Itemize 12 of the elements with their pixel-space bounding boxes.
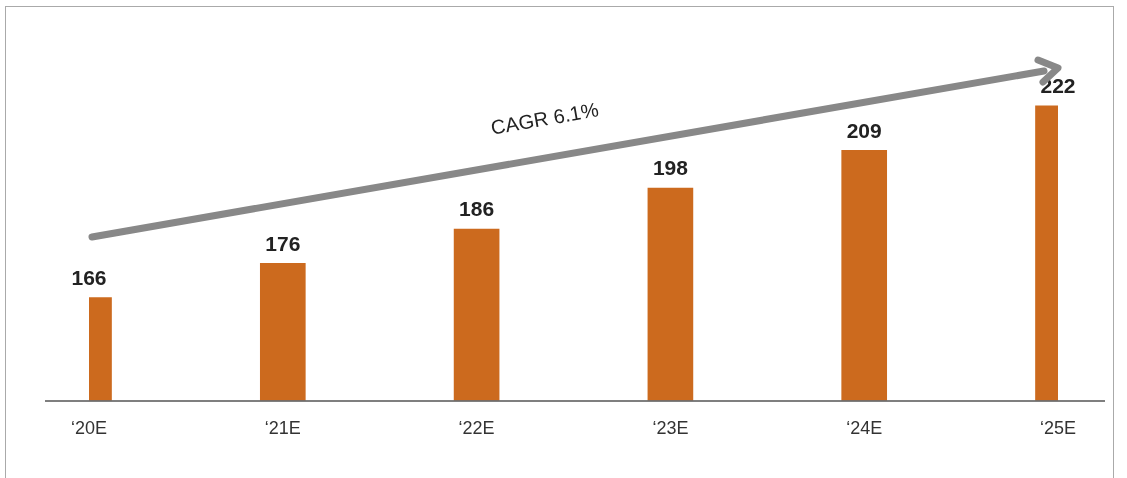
- data-label: 198: [652, 156, 689, 180]
- data-label: 186: [459, 197, 495, 221]
- x-tick-label: ‘20E: [70, 418, 108, 439]
- x-tick-label: ‘22E: [458, 418, 495, 439]
- x-tick-label: ‘24E: [846, 418, 883, 439]
- x-tick-label: ‘21E: [264, 418, 301, 439]
- data-label: 176: [265, 231, 301, 255]
- data-label: 166: [71, 265, 107, 289]
- x-tick-label: ‘25E: [1039, 418, 1077, 439]
- annotation: CAGR 6.1%: [489, 98, 601, 139]
- x-tick-label: ‘23E: [652, 418, 689, 439]
- data-label: 209: [846, 118, 882, 142]
